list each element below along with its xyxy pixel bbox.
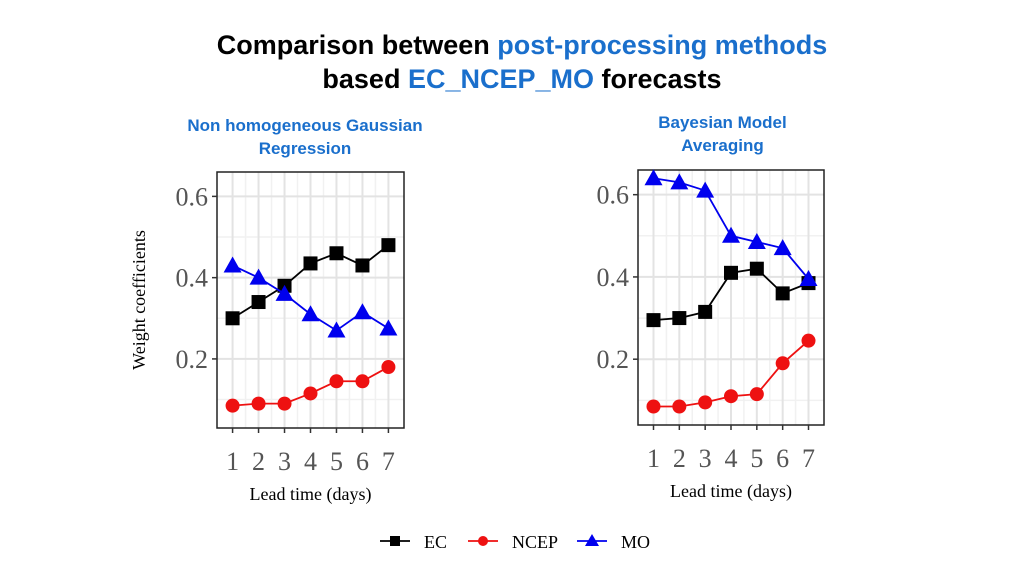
legend-label-mo: MO (621, 532, 650, 552)
chart-2-series-mo-point (696, 181, 715, 198)
chart-1-series-ec-point (329, 246, 344, 261)
chart-1-series-ncep-point (303, 386, 318, 401)
chart-1-x-tick-label: 6 (356, 447, 369, 476)
legend-marker-circle-icon (478, 536, 488, 546)
chart-1-series-ncep-point (277, 396, 292, 411)
chart-1-series-mo-point (301, 305, 320, 322)
chart-2-x-tick-label: 2 (673, 444, 686, 473)
legend-item-mo: MO (577, 532, 650, 552)
legend-marker-triangle-icon (585, 534, 599, 546)
right-chart-title: Bayesian Model Averaging (658, 113, 787, 155)
chart-2-x-axis-label: Lead time (days) (670, 481, 792, 502)
chart-1-x-tick-label: 2 (252, 447, 265, 476)
chart-1-x-tick-label: 1 (226, 447, 239, 476)
chart-1-group: 0.2 0.4 0.6 1 2 3 4 5 6 7 Lead time (days) Weight c… (129, 171, 405, 505)
left-chart-title: Non homogeneous Gaussian Regression (187, 116, 423, 158)
chart-1-series-ncep-point (251, 396, 266, 411)
title-line-2: based EC_NCEP_MO forecasts (0, 62, 1024, 96)
chart-2-x-tick-label: 3 (699, 444, 712, 473)
chart-1-series-mo-point (379, 319, 398, 336)
chart-2-series-mo-point (670, 173, 689, 190)
chart-2-series-mo-point (799, 269, 818, 286)
chart-2-series-ec-point (698, 304, 713, 319)
chart-2-y-tick-label: 0.2 (597, 345, 630, 374)
chart-1-x-axis-label: Lead time (days) (250, 484, 372, 505)
chart-1-y-tick-label: 0.4 (176, 264, 209, 293)
chart-2-x-tick-label: 7 (802, 444, 815, 473)
legend-label-ncep: NCEP (512, 532, 558, 552)
legend-item-ec: EC (380, 532, 447, 552)
chart-1-series-ec (225, 238, 396, 326)
chart-2-series-ncep-point (801, 333, 816, 348)
chart-1-series-mo (223, 256, 398, 338)
title-line-1-highlight: post-processing methods (497, 30, 828, 60)
chart-1-series-ec-point (381, 238, 396, 253)
chart-2-y-tick-label: 0.6 (597, 181, 630, 210)
chart-1-x-tick-label: 4 (304, 447, 317, 476)
chart-1-series-ec-point (303, 256, 318, 271)
chart-2-series-mo (644, 169, 818, 286)
chart-1-x-tick-label: 5 (330, 447, 343, 476)
chart-2-series-mo-point (747, 232, 766, 249)
chart-2-x-tick-label: 1 (647, 444, 660, 473)
title-line-1: Comparison between post-processing metho… (0, 28, 1024, 62)
chart-2-x-tick-label: 6 (776, 444, 789, 473)
legend-marker-square-icon (390, 536, 400, 546)
chart-2-series-ncep-point (749, 387, 764, 402)
chart-1-series-mo-point (223, 256, 242, 273)
chart-2-series-ncep-point (775, 356, 790, 371)
chart-1-series-mo-point (249, 268, 268, 285)
legend-item-ncep: NCEP (468, 532, 558, 552)
chart-1-series-mo-point (275, 284, 294, 301)
chart-2-series-mo-point (773, 239, 792, 256)
chart-2-series-mo-point (644, 169, 663, 186)
chart-1-series-ncep-point (225, 398, 240, 413)
chart-2-series-ncep-point (672, 399, 687, 414)
chart-2-series-ec-point (749, 261, 764, 276)
chart-1-series-ncep-point (355, 374, 370, 389)
figure-title: Comparison between post-processing metho… (0, 28, 1024, 96)
chart-1-series-ec-point (225, 311, 240, 326)
chart-2-group: 0.2 0.4 0.6 1 2 3 4 5 6 7 Lead time (days) (597, 169, 825, 502)
chart-2-series-mo-point (722, 226, 740, 243)
chart-1-x-tick-label: 7 (382, 447, 395, 476)
chart-1-x-tick-label: 3 (278, 447, 291, 476)
chart-2-series-ec-point (672, 311, 687, 326)
chart-1-y-tick-label: 0.6 (176, 182, 209, 211)
chart-1-y-tick-label: 0.2 (176, 345, 209, 374)
chart-2-series-ncep-point (646, 399, 661, 414)
chart-1-series-ec-point (251, 295, 266, 310)
chart-1-series-mo-point (327, 321, 346, 338)
chart-2-series-ncep (646, 333, 816, 414)
chart-1-series-ec-point (355, 258, 370, 273)
chart-1-series-ncep (225, 360, 396, 413)
legend: EC NCEP MO (380, 532, 650, 552)
chart-2-series-ncep-point (698, 395, 713, 410)
chart-2-x-tick-label: 5 (750, 444, 763, 473)
chart-2-series-ncep-point (724, 389, 738, 404)
chart-2-series-ec-point (775, 286, 790, 301)
chart-2-series-ec-point (646, 313, 661, 328)
chart-2-y-tick-label: 0.4 (597, 263, 630, 292)
title-line-2-suffix: forecasts (594, 64, 722, 94)
legend-label-ec: EC (424, 532, 447, 552)
chart-2-series-ec-point (724, 265, 738, 280)
chart-1-series-mo-point (353, 303, 372, 320)
chart-1-y-axis-label: Weight coefficients (129, 230, 149, 370)
title-line-2-highlight: EC_NCEP_MO (407, 64, 594, 94)
chart-2-x-tick-label: 4 (725, 444, 738, 473)
chart-1-series-ncep-point (329, 374, 344, 389)
title-line-1-prefix: Comparison between (216, 30, 498, 60)
chart-1-series-ncep-point (381, 360, 396, 375)
title-line-2-prefix: based (322, 64, 408, 94)
